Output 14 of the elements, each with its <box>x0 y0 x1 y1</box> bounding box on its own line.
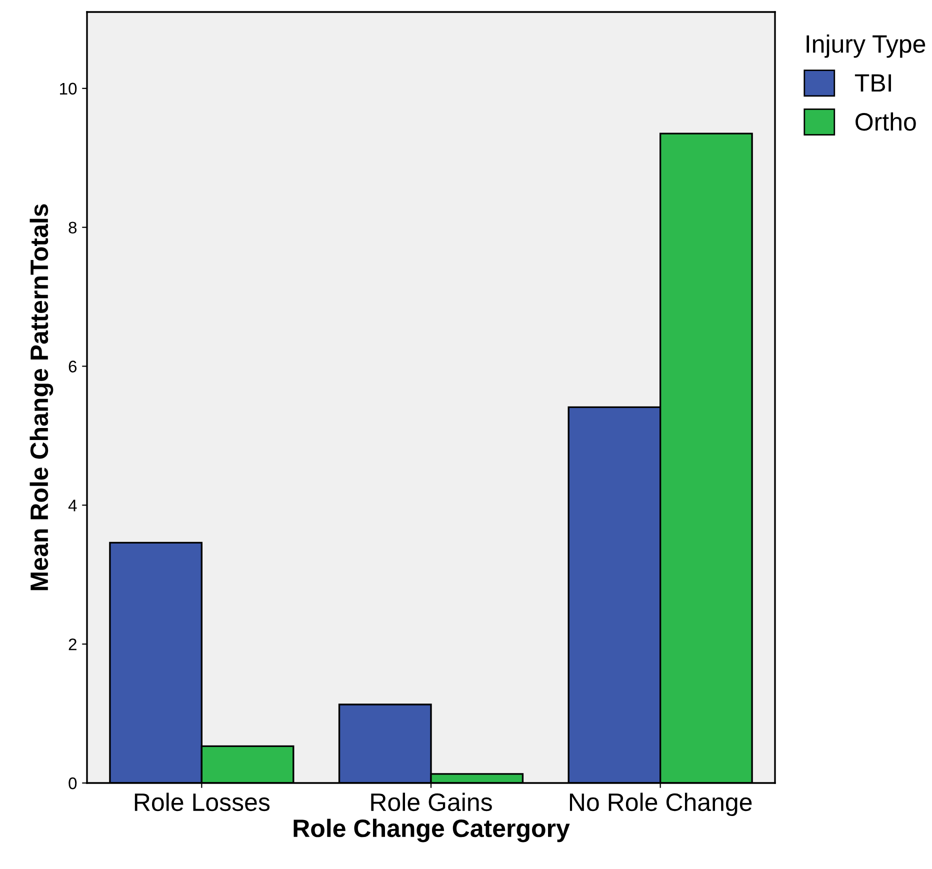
y-tick-label: 2 <box>68 638 76 650</box>
x-tick-label: No Role Change <box>570 792 752 816</box>
legend-title: Injury Type <box>806 34 926 58</box>
y-tick-label: 0 <box>68 777 77 790</box>
y-tick-label: 8 <box>68 222 77 234</box>
x-tick-label: Role Gains <box>371 792 492 812</box>
legend-label: TBI <box>854 74 891 92</box>
legend-label: Ortho <box>856 112 916 131</box>
y-tick-label: 6 <box>68 360 77 372</box>
y-axis-title: Mean Role Change PatternTotals <box>30 204 54 590</box>
y-tick-label: 4 <box>68 500 77 512</box>
x-tick-label: Role Losses <box>134 792 270 812</box>
y-tick-label: 10 <box>60 82 77 95</box>
x-axis-title: Role Change Catergory <box>294 818 570 842</box>
